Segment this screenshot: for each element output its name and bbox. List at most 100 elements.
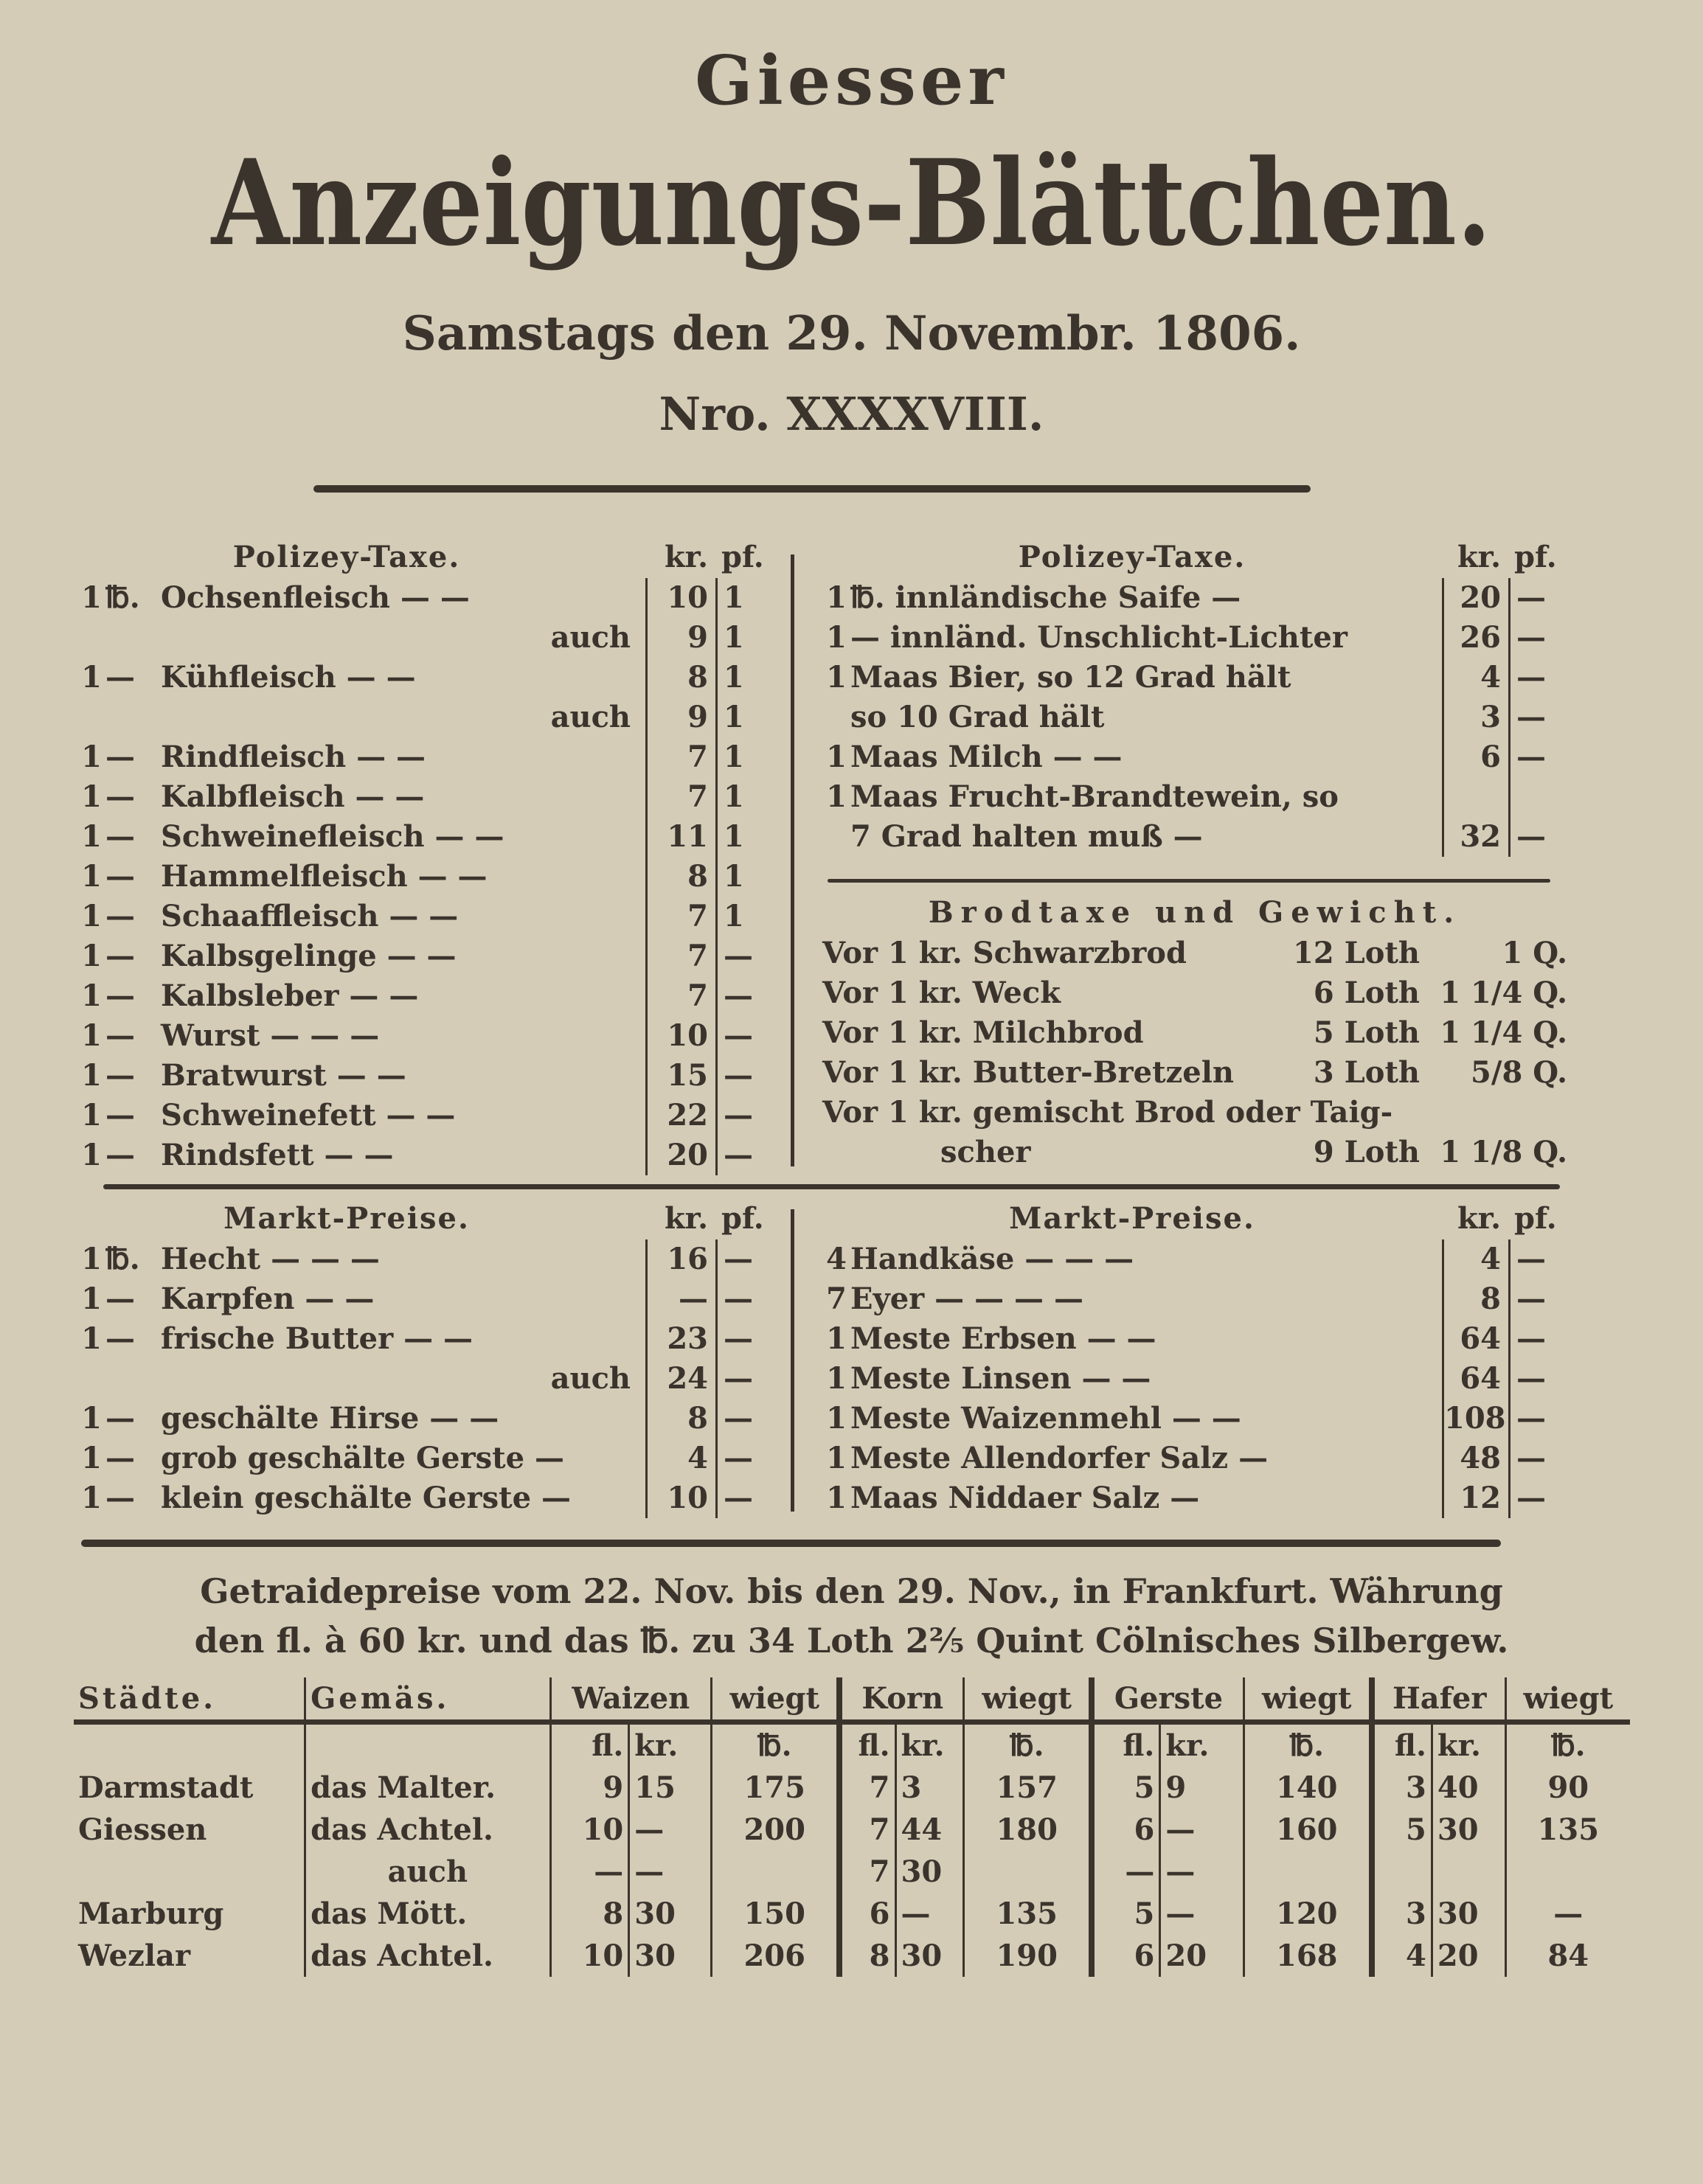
price-pf: — (715, 1319, 767, 1359)
unit: — (105, 859, 135, 894)
quantity: 1 (826, 740, 847, 774)
header-gemaes: Gemäs. (304, 1677, 551, 1725)
cell-city: Darmstadt (78, 1770, 254, 1805)
cell-h-kr: 30 (1430, 1893, 1506, 1935)
price-kr: 64 (1442, 1359, 1508, 1399)
price-row: 1— Bratwurst — —15— (77, 1056, 767, 1096)
quantity: 1 (81, 939, 102, 973)
price-kr: 12 (1442, 1478, 1508, 1518)
cell-w-kr: 15 (628, 1767, 712, 1809)
unit: — (105, 939, 135, 973)
quantity: 1 (81, 660, 102, 695)
item-name: auch (550, 700, 631, 734)
brod-quint: 1 1/8 Q. (1440, 1135, 1567, 1169)
price-kr: 64 (1442, 1319, 1508, 1359)
price-kr: 9 (645, 618, 715, 658)
section-title: Markt-Preise. (223, 1201, 470, 1236)
price-row: 1— Schaaffleisch — —7 1 (77, 897, 767, 936)
cell-k-lb: 135 (963, 1893, 1092, 1935)
price-kr: 7 (645, 936, 715, 976)
cell-w-kr: 30 (628, 1893, 712, 1935)
item-name: Hammelfleisch — — (161, 859, 488, 894)
quantity: 1 (81, 740, 102, 774)
price-row: 1— Kalbsleber — —7— (77, 976, 767, 1016)
unit: — (105, 1058, 135, 1093)
cell-g-kr: 9 (1159, 1767, 1244, 1809)
cell-g-fl: — (1089, 1851, 1160, 1893)
col-pf: pf. (1514, 540, 1557, 574)
quantity: 4 (826, 1242, 847, 1276)
header-wiegt: wiegt (963, 1677, 1092, 1725)
cell-k-kr: 30 (894, 1851, 964, 1893)
header-wiegt: wiegt (710, 1677, 840, 1725)
unit-lb: ℔. (1242, 1722, 1372, 1767)
price-row: auch 9 1 (77, 618, 767, 658)
quantity: 1 (826, 1401, 847, 1436)
price-pf: 1 (715, 618, 767, 658)
unit: — (105, 1281, 135, 1316)
price-kr: 26 (1442, 618, 1508, 658)
quantity: 1 (826, 660, 847, 695)
section-title: Polizey-Taxe. (1018, 540, 1246, 574)
item-name: klein geschälte Gerste — (161, 1481, 571, 1515)
cell-g-kr: 20 (1159, 1935, 1244, 1977)
price-row: 1— klein geschälte Gerste —10— (77, 1478, 767, 1518)
price-pf: — (1508, 1319, 1567, 1359)
getraide-intro-1: Getraidepreise vom 22. Nov. bis den 29. … (200, 1571, 1503, 1611)
item-name: Bratwurst — — (161, 1058, 406, 1093)
item-name: frische Butter — — (161, 1321, 474, 1356)
price-pf: — (1508, 1359, 1567, 1399)
price-kr: 48 (1442, 1439, 1508, 1478)
item-name: Meste Linsen — — (850, 1361, 1151, 1396)
price-row: 1— Kühfleisch — —8 1 (77, 658, 767, 698)
unit-lb: ℔. (710, 1722, 840, 1767)
price-kr: 24 (645, 1359, 715, 1399)
price-row: 1— Schweinefleisch — —11 1 (77, 817, 767, 857)
price-row: 1— Hammelfleisch — —8 1 (77, 857, 767, 897)
column-divider (791, 1209, 794, 1512)
price-row: 1 ℔. Ochsenfleisch — —10 1 (77, 578, 767, 618)
price-pf: 1 (715, 698, 767, 737)
section-rule (81, 1540, 1501, 1547)
header-waizen: Waizen (549, 1677, 712, 1725)
cell-h-lb (1504, 1851, 1630, 1893)
cell-h-kr: 40 (1430, 1767, 1506, 1809)
unit: — (105, 1098, 135, 1133)
cell-w-fl: 9 (549, 1767, 629, 1809)
cell-h-fl: 3 (1368, 1893, 1432, 1935)
price-row: 1 Maas Niddaer Salz — 12— (822, 1478, 1567, 1518)
col-kr: kr. (1457, 540, 1501, 574)
price-row: 1— innländ. Unschlicht-Lichter 26— (822, 618, 1567, 658)
price-row: 1— Rindfleisch — —7 1 (77, 737, 767, 777)
price-kr: 11 (645, 817, 715, 857)
price-pf: — (1508, 658, 1567, 698)
empty-cell (74, 1722, 305, 1767)
price-kr: 10 (645, 1016, 715, 1056)
grain-header-row: Städte. Gemäs. Waizen wiegt Korn wiegt G… (74, 1677, 1630, 1725)
price-pf: 1 (715, 737, 767, 777)
col-kr: kr. (664, 540, 708, 574)
price-row: 1 ℔. innländische Saife — 20— (822, 578, 1567, 618)
section-header: Markt-Preise. kr. pf. (822, 1198, 1567, 1239)
price-row: 1— geschälte Hirse — —8— (77, 1399, 767, 1439)
price-row: 1— Schweinefett — —22— (77, 1096, 767, 1136)
unit: — (105, 819, 135, 854)
issue-date: Samstags den 29. Novembr. 1806. (402, 306, 1301, 361)
price-pf: — (715, 1016, 767, 1056)
cell-k-fl: 7 (836, 1809, 895, 1851)
price-pf: 1 (715, 857, 767, 897)
price-row: 1 Maas Bier, so 12 Grad hält 4— (822, 658, 1567, 698)
item-name: so 10 Grad hält (850, 700, 1105, 734)
price-pf: 1 (715, 777, 767, 817)
quantity (822, 698, 850, 737)
unit: — (105, 899, 135, 933)
cell-h-lb: — (1504, 1893, 1630, 1935)
grain-row: Darmstadt das Malter. 9 15 175 7 3 157 5 9 140 3 40 9… (74, 1767, 1630, 1809)
header-staedte: Städte. (74, 1677, 305, 1725)
price-kr: — (645, 1279, 715, 1319)
cell-g-fl: 5 (1089, 1767, 1160, 1809)
price-pf: — (1508, 1399, 1567, 1439)
price-row: 7 Eyer — — — — 8— (822, 1279, 1567, 1319)
brod-quint: 5/8 Q. (1471, 1055, 1567, 1090)
unit: ℔. (105, 1242, 140, 1276)
